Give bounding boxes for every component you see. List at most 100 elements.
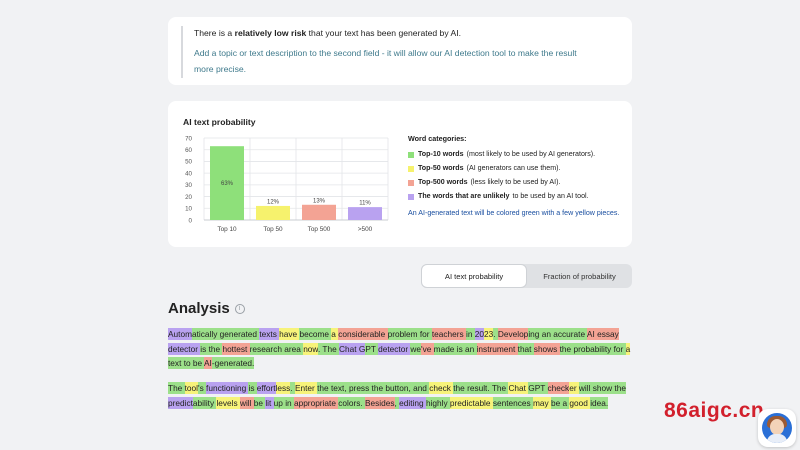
y-tick-label: 0 xyxy=(189,217,193,224)
word-token: , xyxy=(394,396,400,409)
word-token: ing xyxy=(528,328,542,340)
word-token: highly xyxy=(425,396,450,409)
word-token: sentences xyxy=(492,396,533,409)
avatar-face xyxy=(770,419,784,435)
word-token: Chat xyxy=(339,342,359,355)
risk-hint: Add a topic or text description to the s… xyxy=(194,45,621,77)
risk-level: relatively low risk xyxy=(234,28,307,38)
word-token: lit xyxy=(265,396,274,409)
word-token: functioning xyxy=(206,382,249,394)
watermark-logo: 86aigc.cn xyxy=(664,399,765,422)
word-token: appropriate xyxy=(293,396,339,409)
word-token: 20 xyxy=(474,328,484,340)
word-token: generated xyxy=(219,328,260,340)
risk-hint-line-2: more precise. xyxy=(194,64,247,74)
risk-suffix: that your text has been generated by AI. xyxy=(306,28,462,38)
legend-note: An AI-generated text will be colored gre… xyxy=(408,209,620,217)
bar-value-label: 63% xyxy=(221,181,234,187)
word-token: . xyxy=(493,328,498,340)
word-token: . xyxy=(317,342,323,355)
chart-card: AI text probability 0 10 20 30 40 50 60 70 63% To… xyxy=(168,101,632,247)
bar-value-label: 11% xyxy=(359,201,371,207)
word-token: to xyxy=(183,357,193,369)
legend-swatch xyxy=(408,165,414,172)
legend-item-desc: (most likely to be used by AI generators… xyxy=(466,150,596,158)
y-tick-label: 30 xyxy=(185,182,192,189)
x-tick-label: Top 50 xyxy=(263,226,283,233)
word-token: is xyxy=(200,342,209,355)
legend-item-top50: Top-50 words (AI generators can use them)… xyxy=(408,164,623,173)
word-token: shows xyxy=(533,342,560,355)
avatar-body xyxy=(767,434,787,443)
y-tick-label: 20 xyxy=(185,194,192,201)
y-tick-label: 40 xyxy=(185,170,192,177)
word-token: an xyxy=(541,328,554,340)
word-token: probability xyxy=(573,342,614,355)
word-token: G xyxy=(358,342,366,355)
word-token: check xyxy=(429,382,454,394)
word-token: a xyxy=(331,328,339,340)
legend-swatch xyxy=(408,151,414,158)
word-token: 23 xyxy=(484,328,494,340)
word-token: . xyxy=(290,382,295,394)
word-token: in xyxy=(466,328,475,340)
word-token: . xyxy=(487,382,492,394)
assistant-avatar xyxy=(762,413,792,443)
word-token: ability xyxy=(192,396,217,409)
word-token: detector xyxy=(378,342,411,355)
word-token: hottest xyxy=(222,342,250,355)
analysis-heading: Analysis i xyxy=(168,300,245,317)
word-token: for xyxy=(613,342,626,355)
word-token: Enter xyxy=(294,382,318,394)
word-token: area xyxy=(284,342,304,355)
legend-item-name: Top-500 words xyxy=(418,178,468,186)
word-token: be xyxy=(550,396,563,409)
analysis-paragraph-1: Automatically generated texts have becom… xyxy=(168,327,632,371)
analysis-heading-text: Analysis xyxy=(168,300,230,317)
word-token: in xyxy=(285,396,294,409)
word-token: predictable xyxy=(449,396,493,409)
legend-title: Word categories: xyxy=(408,134,467,143)
word-token: essay xyxy=(597,328,619,340)
word-token: idea xyxy=(590,396,606,409)
bar-chart: 0 10 20 30 40 50 60 70 63% Top 10 12% Top 50 13% Top … xyxy=(185,135,389,233)
legend-swatch xyxy=(408,193,414,200)
word-token: the xyxy=(371,382,386,394)
y-tick-label: 50 xyxy=(185,159,192,166)
word-token: tool xyxy=(184,382,198,394)
legend-item-name: Top-50 words xyxy=(418,164,464,172)
tab-ai-text-probability[interactable]: AI text probability xyxy=(421,264,527,288)
word-token: text xyxy=(168,357,184,369)
word-token: Besides xyxy=(365,396,395,409)
word-token: 've xyxy=(421,342,434,355)
legend-item-desc: (AI generators can use them). xyxy=(466,164,561,172)
risk-prefix: There is a xyxy=(194,28,235,38)
info-icon[interactable]: i xyxy=(234,303,245,314)
chat-assistant-button[interactable] xyxy=(758,409,796,447)
word-token: the xyxy=(559,342,574,355)
word-token: teachers xyxy=(431,328,466,340)
word-token: editing xyxy=(399,396,426,409)
bar-top50 xyxy=(256,205,290,220)
word-token: er xyxy=(569,382,579,394)
word-token: colors xyxy=(338,396,361,409)
word-token: effort xyxy=(256,382,276,394)
word-token: predict xyxy=(168,396,193,409)
word-token: press xyxy=(348,382,372,394)
word-token: is xyxy=(248,382,257,394)
word-token: detector xyxy=(168,342,201,355)
analysis-paragraph-2: The tool's functioning is effortless. En… xyxy=(168,381,632,410)
word-token: , xyxy=(408,382,414,394)
word-token: , xyxy=(344,382,349,394)
word-token: accurate xyxy=(553,328,587,340)
word-token: Autom xyxy=(168,328,192,340)
word-token: made xyxy=(433,342,457,355)
word-token: have xyxy=(279,328,300,340)
word-token: The xyxy=(491,382,509,394)
word-token: be xyxy=(192,357,204,369)
word-token: result xyxy=(467,382,488,394)
tab-fraction-of-probability[interactable]: Fraction of probability xyxy=(543,271,616,281)
word-token: a xyxy=(562,396,570,409)
word-token: PT xyxy=(534,382,548,394)
x-tick-label: >500 xyxy=(358,226,373,233)
